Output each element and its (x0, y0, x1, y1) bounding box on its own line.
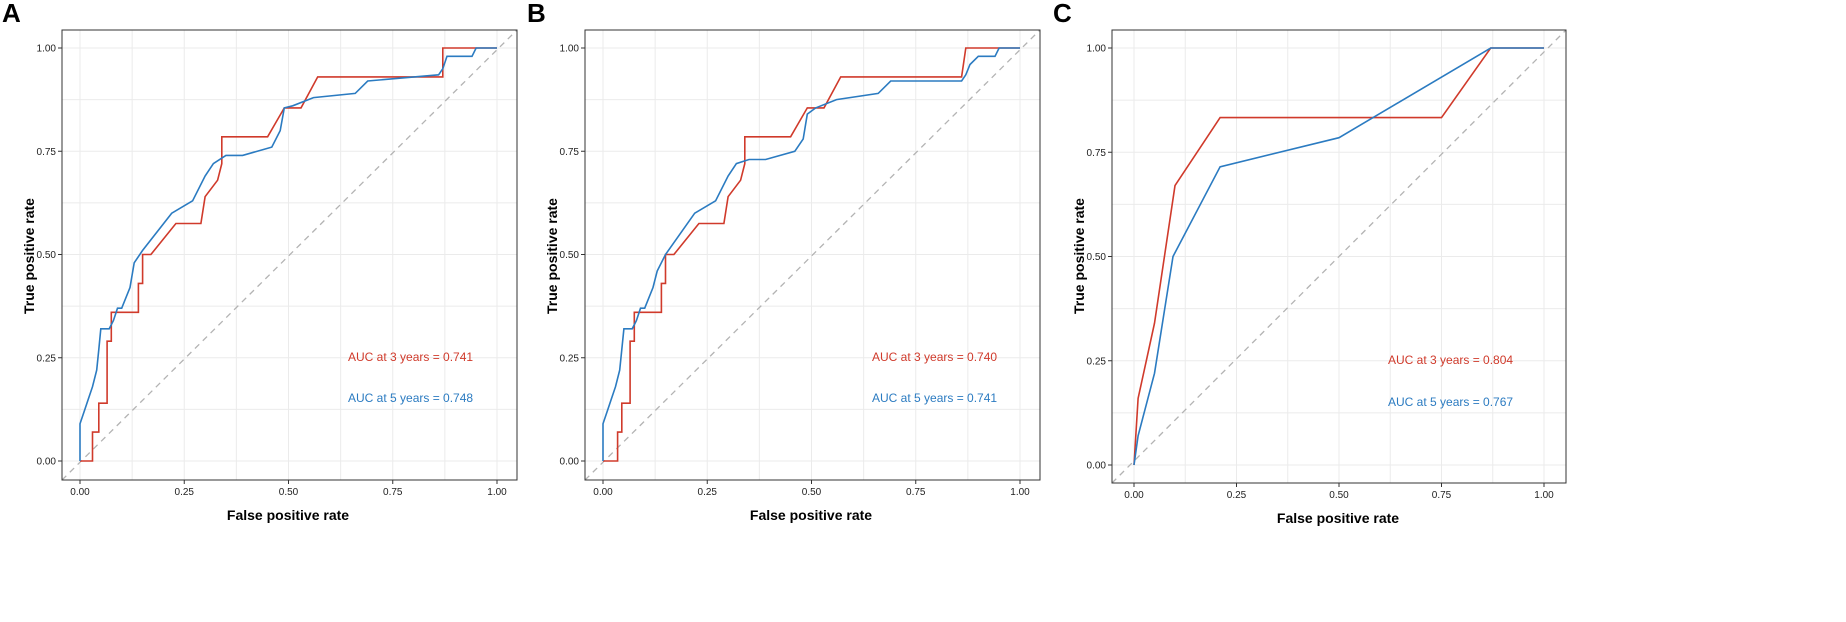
reference-diagonal-line (584, 29, 1041, 481)
x-tick-label: 0.75 (1432, 490, 1452, 501)
auc-label-3-years: AUC at 3 years = 0.740 (872, 350, 997, 364)
roc-panel-c: C 0.00 0.25 0.50 0.75 1.00 0.00 0.25 0.50 0.75 1.0… (1053, 0, 1567, 526)
x-tick-label: 1.00 (1534, 490, 1554, 501)
y-tick-label: 0.75 (37, 147, 57, 158)
roc-curve-3-years (1133, 47, 1544, 466)
y-tick-label: 0.25 (560, 353, 580, 364)
x-tick-label: 0.00 (593, 487, 613, 498)
auc-label-3-years: AUC at 3 years = 0.804 (1388, 353, 1513, 367)
panel-label: C (1053, 0, 1072, 28)
panel-label: A (2, 0, 21, 28)
roc-curve-3-years (80, 47, 497, 462)
roc-curve-3-years (603, 47, 1020, 462)
reference-diagonal-line (1111, 29, 1567, 484)
y-tick-label: 0.50 (560, 250, 580, 261)
x-tick-label: 0.25 (1227, 490, 1247, 501)
x-tick-label: 0.00 (1124, 490, 1144, 501)
y-tick-label: 0.00 (560, 457, 580, 468)
roc-curve-5-years (79, 47, 497, 461)
y-tick-label: 0.25 (1087, 356, 1107, 367)
x-axis-title: False positive rate (750, 507, 872, 523)
x-tick-label: 0.00 (70, 487, 90, 498)
x-tick-label: 0.50 (802, 487, 822, 498)
roc-panel-a: A 0.00 0.25 0.50 0.75 1.00 0.00 0.25 0.50 0.75 1.0… (2, 0, 518, 523)
x-tick-label: 0.50 (1329, 490, 1349, 501)
x-tick-label: 1.00 (1010, 487, 1030, 498)
auc-label-5-years: AUC at 5 years = 0.767 (1388, 395, 1513, 409)
y-axis-title: True positive rate (544, 198, 560, 314)
x-axis-title: False positive rate (227, 507, 349, 523)
x-tick-label: 0.75 (906, 487, 926, 498)
y-tick-label: 0.50 (1087, 252, 1107, 263)
y-tick-label: 0.50 (37, 250, 57, 261)
y-tick-label: 1.00 (1087, 44, 1107, 55)
x-tick-label: 0.50 (279, 487, 299, 498)
x-tick-label: 1.00 (487, 487, 507, 498)
auc-label-3-years: AUC at 3 years = 0.741 (348, 350, 473, 364)
y-tick-label: 0.00 (1087, 461, 1107, 472)
auc-label-5-years: AUC at 5 years = 0.741 (872, 391, 997, 405)
y-axis-title: True positive rate (1071, 198, 1087, 314)
x-tick-label: 0.25 (175, 487, 195, 498)
y-axis-title: True positive rate (21, 198, 37, 314)
x-tick-label: 0.75 (383, 487, 403, 498)
y-tick-label: 1.00 (37, 44, 57, 55)
y-tick-label: 0.25 (37, 353, 57, 364)
y-tick-label: 1.00 (560, 44, 580, 55)
y-tick-label: 0.75 (1087, 148, 1107, 159)
y-tick-label: 0.00 (37, 457, 57, 468)
x-tick-label: 0.25 (698, 487, 718, 498)
y-tick-label: 0.75 (560, 147, 580, 158)
grid-lines (62, 30, 517, 480)
panel-label: B (527, 0, 546, 28)
x-axis-title: False positive rate (1277, 510, 1399, 526)
grid-lines (585, 30, 1040, 480)
roc-curve-5-years (1133, 47, 1544, 466)
reference-diagonal-line (61, 29, 518, 481)
auc-label-5-years: AUC at 5 years = 0.748 (348, 391, 473, 405)
roc-panel-b: B 0.00 0.25 0.50 0.75 1.00 0.00 0.25 0.50 0.75 1.0… (527, 0, 1041, 523)
roc-curve-5-years (602, 47, 1020, 461)
